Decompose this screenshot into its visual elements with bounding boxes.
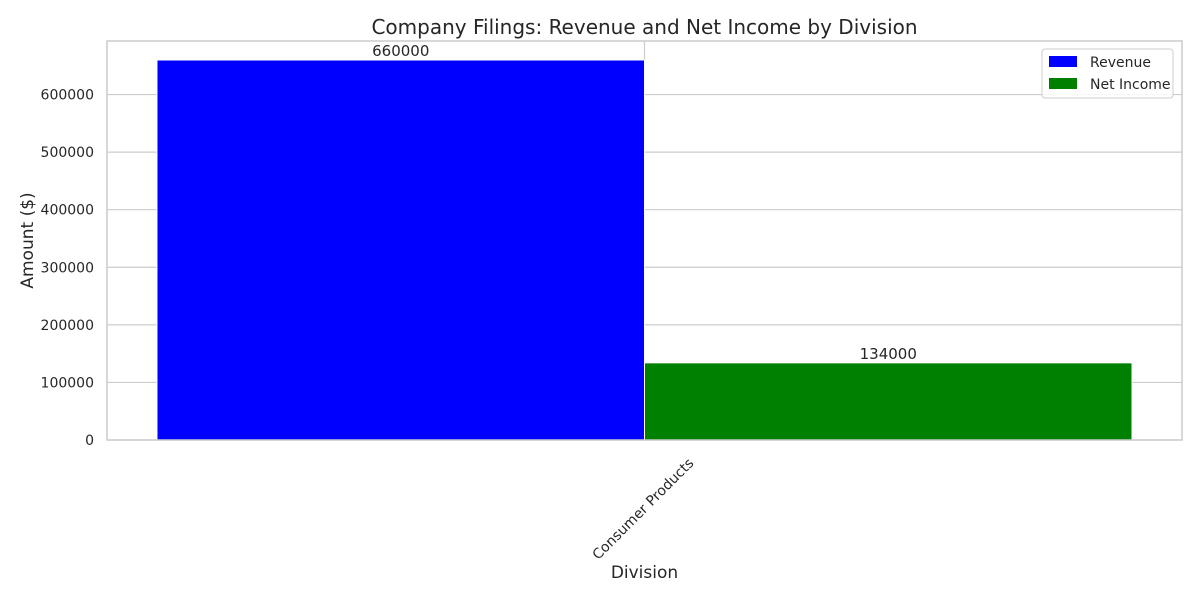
- chart-title: Company Filings: Revenue and Net Income …: [371, 15, 917, 39]
- legend-label: Revenue: [1090, 55, 1151, 71]
- data-label: 134000: [860, 345, 917, 363]
- bar-revenue: [156, 59, 646, 441]
- y-axis-ticks: 0 100000 200000 300000 400000 500000 600000: [41, 88, 94, 449]
- y-tick-label: 0: [85, 433, 94, 449]
- data-labels: 660000 134000: [372, 42, 917, 363]
- plot-frame: [106, 40, 1183, 441]
- y-tick-label: 200000: [41, 318, 94, 334]
- y-tick-label: 100000: [41, 375, 94, 391]
- legend-label: Net Income: [1090, 77, 1171, 93]
- legend-swatch: [1049, 78, 1077, 89]
- x-tick-label: Consumer Products: [590, 456, 698, 564]
- legend-swatch: [1049, 56, 1077, 67]
- bars: [156, 59, 1133, 441]
- y-tick-label: 500000: [41, 145, 94, 161]
- x-axis-ticks: Consumer Products: [590, 456, 698, 564]
- y-tick-label: 300000: [41, 260, 94, 276]
- data-label: 660000: [372, 42, 429, 60]
- legend: Revenue Net Income: [1041, 48, 1174, 99]
- bar-net-income: [644, 362, 1133, 441]
- y-tick-label: 600000: [41, 88, 94, 104]
- y-axis-label: Amount ($): [18, 192, 38, 288]
- x-axis-label: Division: [611, 563, 678, 583]
- y-tick-label: 400000: [41, 203, 94, 219]
